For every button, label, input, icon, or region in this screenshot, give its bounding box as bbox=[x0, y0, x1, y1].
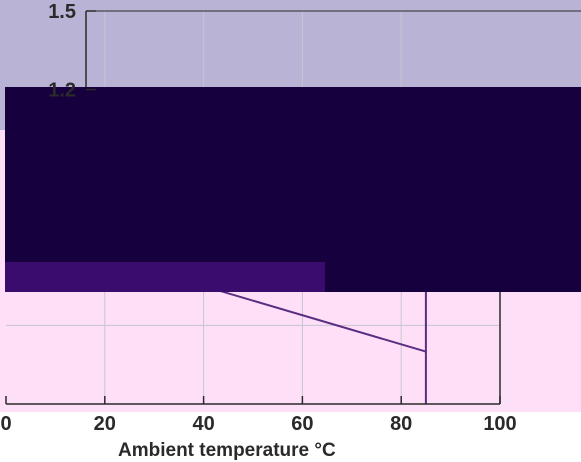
y-tick-label: 1.2 bbox=[48, 80, 76, 102]
x-tick-label: 100 bbox=[483, 413, 516, 435]
y-tick-label: 1.5 bbox=[48, 1, 76, 23]
x-tick-label: 40 bbox=[192, 413, 214, 435]
occluding-block bbox=[5, 87, 581, 292]
x-tick-label: 60 bbox=[291, 413, 313, 435]
x-tick-label: 0 bbox=[0, 413, 11, 435]
x-tick-label: 20 bbox=[94, 413, 116, 435]
occluding-block-edge bbox=[5, 262, 325, 292]
x-tick-label: 80 bbox=[390, 413, 412, 435]
x-axis-title: Ambient temperature °C bbox=[118, 440, 336, 461]
